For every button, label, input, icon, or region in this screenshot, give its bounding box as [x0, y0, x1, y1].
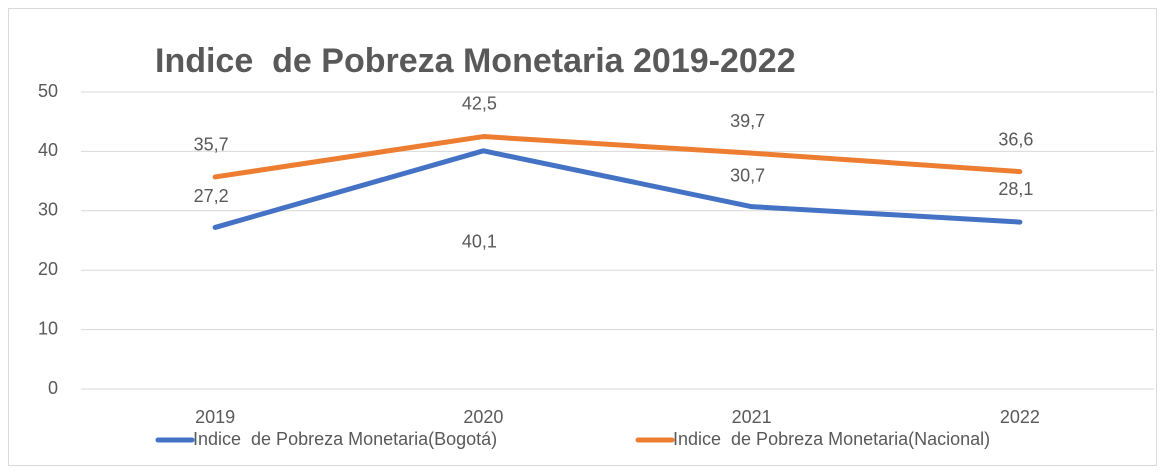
legend-label: Indice de Pobreza Monetaria(Bogotá)	[193, 429, 497, 449]
x-tick-label: 2022	[1000, 407, 1040, 427]
data-label: 27,2	[194, 186, 229, 206]
y-tick-label: 30	[38, 200, 58, 220]
x-tick-label: 2021	[732, 407, 772, 427]
y-tick-label: 50	[38, 81, 58, 101]
y-tick-label: 20	[38, 259, 58, 279]
chart-title: Indice de Pobreza Monetaria 2019-2022	[155, 42, 796, 80]
x-tick-label: 2019	[195, 407, 235, 427]
data-label: 28,1	[998, 179, 1033, 199]
data-label: 39,7	[730, 111, 765, 131]
legend-label: Indice de Pobreza Monetaria(Nacional)	[673, 429, 990, 449]
series-line	[212, 134, 1023, 180]
y-tick-label: 40	[38, 140, 58, 160]
data-label: 30,7	[730, 165, 765, 185]
data-label: 36,6	[998, 129, 1033, 149]
data-label: 42,5	[462, 93, 497, 113]
y-tick-label: 0	[48, 378, 58, 398]
data-label: 35,7	[194, 135, 229, 155]
series-line	[212, 148, 1023, 230]
data-label: 40,1	[462, 232, 497, 252]
y-tick-label: 10	[38, 318, 58, 338]
x-tick-label: 2020	[463, 407, 503, 427]
